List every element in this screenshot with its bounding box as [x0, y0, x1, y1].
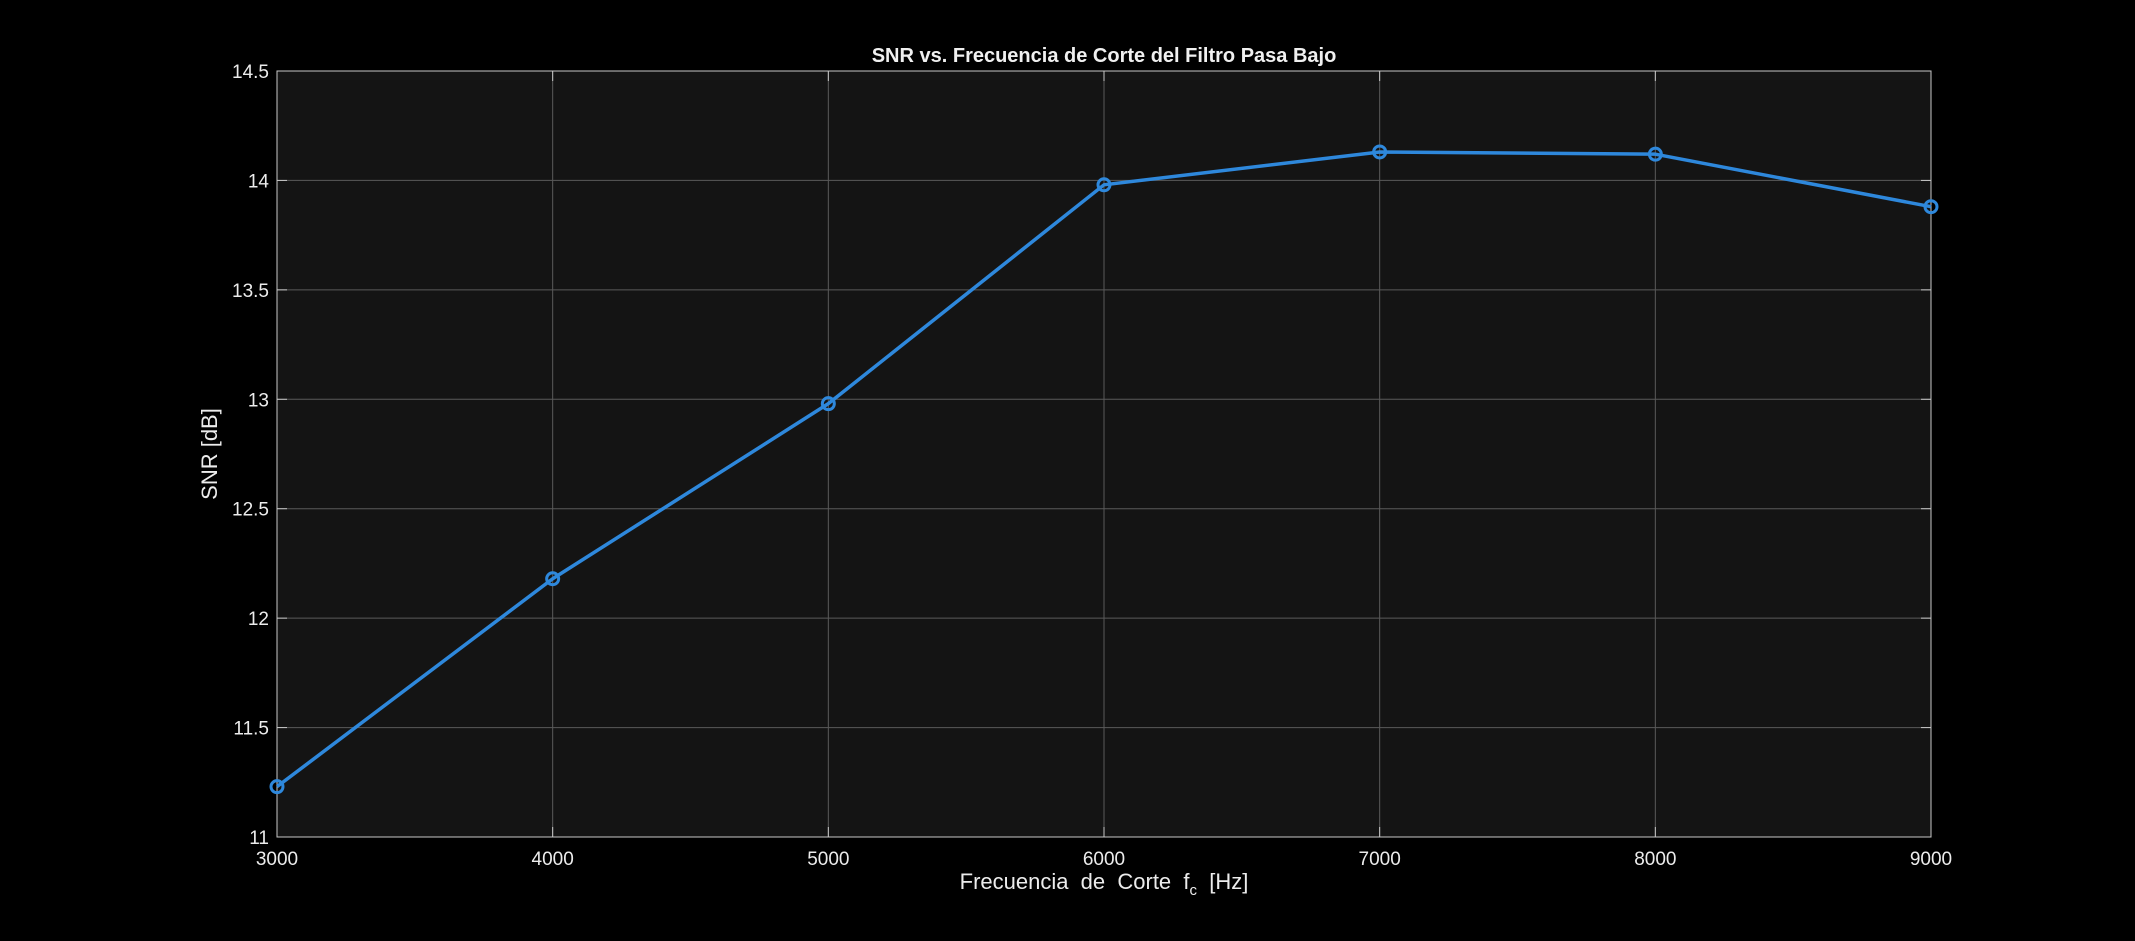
- x-tick-label: 6000: [1083, 849, 1125, 870]
- y-tick-label: 13.5: [232, 281, 269, 302]
- y-tick-label: 12: [248, 609, 269, 630]
- series-layer: [269, 144, 1939, 795]
- y-tick-label: 14.5: [232, 62, 269, 83]
- x-axis-label-suffix: [Hz]: [1197, 869, 1248, 894]
- x-tick-label: 9000: [1910, 849, 1952, 870]
- x-tick-label: 3000: [256, 849, 298, 870]
- series-line: [275, 150, 1932, 789]
- data-point: [1647, 146, 1663, 162]
- y-tick-label: 13: [248, 390, 269, 411]
- y-tick-label: 14: [248, 171, 270, 192]
- x-tick-label: 7000: [1359, 849, 1401, 870]
- data-point: [545, 571, 561, 587]
- axes-border: [276, 70, 1932, 838]
- data-point: [1096, 177, 1112, 193]
- x-tick-label: 5000: [807, 849, 849, 870]
- y-tick-label: 11.5: [233, 719, 269, 740]
- data-point: [269, 779, 285, 795]
- x-axis-label-subscript: c: [1190, 882, 1198, 899]
- y-axis-label: SNR [dB]: [197, 408, 222, 500]
- data-point: [1372, 144, 1388, 160]
- x-tick-label: 8000: [1634, 849, 1676, 870]
- data-point: [1923, 199, 1939, 215]
- y-tick-label: 12.5: [232, 500, 269, 521]
- data-point: [820, 396, 836, 412]
- y-tick-label: 11: [249, 828, 269, 849]
- chart-title: SNR vs. Frecuencia de Corte del Filtro P…: [872, 45, 1337, 67]
- x-axis-label-prefix: Frecuencia de Corte f: [960, 869, 1191, 894]
- x-tick-label: 4000: [532, 849, 574, 870]
- x-axis-label: Frecuencia de Corte fc [Hz]: [960, 869, 1249, 899]
- tick-labels: 3000 4000 5000 6000 7000 8000 9000 11 11.5 12 12.5…: [232, 62, 1952, 870]
